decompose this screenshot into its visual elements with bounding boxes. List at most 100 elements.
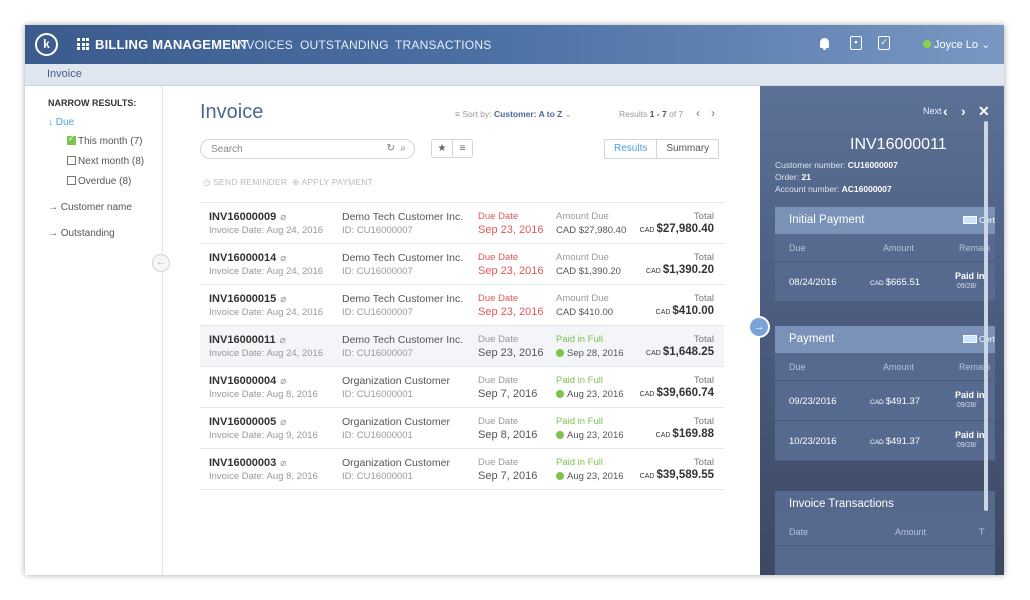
sort-control[interactable]: ≡ Sort by: Customer: A to Z ⌄ — [455, 109, 572, 120]
col-due: Due — [789, 362, 806, 372]
panel-scrollbar[interactable] — [984, 121, 988, 511]
filter-next-month[interactable]: Next month (8) — [67, 156, 144, 167]
amount-label: Amount Due — [556, 293, 609, 304]
checkbox-checked-icon[interactable] — [67, 134, 76, 145]
table-row[interactable]: INV16000015 ⌀ Invoice Date: Aug 24, 2016 … — [200, 284, 724, 325]
app-title[interactable]: BILLING MANAGEMENT — [95, 37, 249, 52]
due-date-label: Due Date — [478, 211, 519, 222]
order-number: Order: 21 — [775, 172, 811, 182]
amount-label: Amount Due — [556, 211, 609, 222]
checkbox-icon[interactable] — [67, 176, 76, 185]
total-label: Total — [693, 375, 714, 386]
payment-row[interactable]: 10/23/2016 CAD $491.37 Paid in 09/28/ — [775, 421, 995, 461]
payment-status-date: 09/28/ — [957, 283, 977, 290]
close-icon[interactable]: ✕ — [978, 103, 990, 119]
col-type: T — [979, 527, 985, 537]
paid-date: Sep 28, 2016 — [556, 348, 624, 359]
table-row-selected[interactable]: INV16000011 ⌀ Invoice Date: Aug 24, 2016 … — [200, 325, 724, 366]
calendar-icon[interactable]: ▪ — [850, 36, 862, 50]
filter-title: NARROW RESULTS: — [48, 98, 137, 108]
amount-label: Amount Due — [556, 252, 609, 263]
search-input[interactable]: Search ↻ ⌕ — [200, 139, 415, 159]
user-menu[interactable]: Joyce Lo ⌄ — [923, 38, 990, 51]
list-icon: ≡ — [455, 109, 460, 119]
paid-date: Aug 23, 2016 — [556, 471, 624, 482]
tab-summary[interactable]: Summary — [666, 143, 710, 154]
paid-label: Paid in Full — [556, 375, 603, 386]
col-remain: Remain — [959, 362, 991, 372]
invoice-id[interactable]: INV16000003 — [209, 457, 277, 469]
collapse-filter-button[interactable]: ← — [152, 254, 170, 272]
paperclip-icon: ⌀ — [280, 294, 287, 305]
checkbox-icon[interactable] — [67, 156, 76, 165]
filter-customer-name[interactable]: → Customer name — [48, 202, 132, 213]
due-date-label: Due Date — [478, 416, 519, 427]
col-due: Due — [789, 243, 806, 253]
invoice-date: Invoice Date: Aug 24, 2016 — [209, 348, 324, 359]
star-icon[interactable]: ★ — [437, 143, 447, 154]
chevron-left-icon[interactable]: ‹ — [943, 103, 948, 119]
payment-row[interactable]: 08/24/2016 CAD $665.51 Paid in 09/28/ — [775, 262, 995, 302]
results-range: 1 - 7 — [649, 109, 667, 119]
invoice-id[interactable]: INV16000014 — [209, 252, 277, 264]
filter-outstanding[interactable]: → Outstanding — [48, 228, 115, 239]
payment-currency: CAD — [870, 439, 884, 446]
customer-name: Demo Tech Customer Inc. — [342, 211, 464, 223]
list-icon[interactable]: ≡ — [452, 140, 472, 157]
send-reminder-button[interactable]: ◷ SEND REMINDER — [203, 177, 287, 187]
certificate-badge[interactable]: Cert — [962, 334, 995, 344]
invoice-id[interactable]: INV16000005 — [209, 416, 277, 428]
total-label: Total — [693, 211, 714, 222]
search-icon[interactable]: ⌕ — [400, 143, 406, 154]
apply-payment-button[interactable]: ⊕ APPLY PAYMENT — [292, 177, 373, 187]
card-columns: Date Amount T — [775, 518, 995, 546]
grid-icon[interactable] — [77, 38, 89, 50]
payment-status: Paid in — [955, 430, 985, 440]
nav-outstanding[interactable]: OUTSTANDING — [300, 38, 389, 52]
next-page-icon[interactable]: › — [711, 106, 715, 120]
certificate-badge[interactable]: Cert — [962, 215, 995, 225]
tab-results[interactable]: Results — [605, 140, 658, 158]
prev-page-icon[interactable]: ‹ — [696, 106, 700, 120]
total-amount: $1,390.20 — [662, 264, 714, 276]
breadcrumb[interactable]: Invoice — [47, 68, 82, 80]
customer-number: Customer number: CU16000007 — [775, 160, 898, 170]
table-row[interactable]: INV16000005 ⌀ Invoice Date: Aug 9, 2016 O… — [200, 407, 724, 448]
invoice-transactions-card: Invoice Transactions Date Amount T — [775, 491, 995, 575]
nav-invoices[interactable]: INVOICES — [234, 38, 293, 52]
invoice-id[interactable]: INV16000011 — [209, 334, 276, 346]
paperclip-icon: ⌀ — [280, 212, 287, 223]
clipboard-icon[interactable]: ✓ — [878, 36, 890, 50]
table-row[interactable]: INV16000003 ⌀ Invoice Date: Aug 8, 2016 O… — [200, 448, 724, 489]
sort-label: Sort by: — [462, 109, 492, 119]
invoice-id[interactable]: INV16000009 — [209, 211, 277, 223]
table-row[interactable]: INV16000004 ⌀ Invoice Date: Aug 8, 2016 O… — [200, 366, 724, 407]
certificate-icon — [962, 216, 977, 224]
table-row[interactable]: INV16000014 ⌀ Invoice Date: Aug 24, 2016 … — [200, 243, 724, 284]
filter-due[interactable]: ↓ Due — [48, 117, 74, 128]
customer-name: Organization Customer — [342, 375, 450, 387]
refresh-icon[interactable]: ↻ — [386, 143, 395, 154]
invoice-id[interactable]: INV16000004 — [209, 375, 277, 387]
due-date: Sep 8, 2016 — [478, 429, 538, 441]
chevron-right-icon[interactable]: › — [961, 103, 966, 119]
filter-option-label: This month (7) — [78, 136, 143, 147]
due-date: Sep 23, 2016 — [478, 224, 544, 236]
nav-transactions[interactable]: TRANSACTIONS — [395, 38, 492, 52]
col-remain: Remain — [959, 243, 991, 253]
payment-row[interactable]: 09/23/2016 CAD $491.37 Paid in 09/28/ — [775, 381, 995, 421]
results-total: of 7 — [669, 109, 684, 119]
bell-icon[interactable] — [820, 38, 829, 50]
paid-date: Aug 23, 2016 — [556, 389, 624, 400]
filter-overdue[interactable]: Overdue (8) — [67, 176, 131, 187]
expand-panel-button[interactable]: → — [748, 316, 770, 338]
card-columns: Due Amount Remain — [775, 234, 995, 262]
logo-icon[interactable]: k — [35, 33, 58, 56]
invoice-id[interactable]: INV16000015 — [209, 293, 277, 305]
filter-this-month[interactable]: This month (7) — [67, 134, 143, 147]
due-date-label: Due Date — [478, 334, 519, 345]
payment-date: 08/24/2016 — [789, 277, 837, 288]
due-date-label: Due Date — [478, 457, 519, 468]
chevron-right-icon: → — [48, 228, 58, 239]
table-row[interactable]: INV16000009 ⌀ Invoice Date: Aug 24, 2016 … — [200, 202, 724, 243]
